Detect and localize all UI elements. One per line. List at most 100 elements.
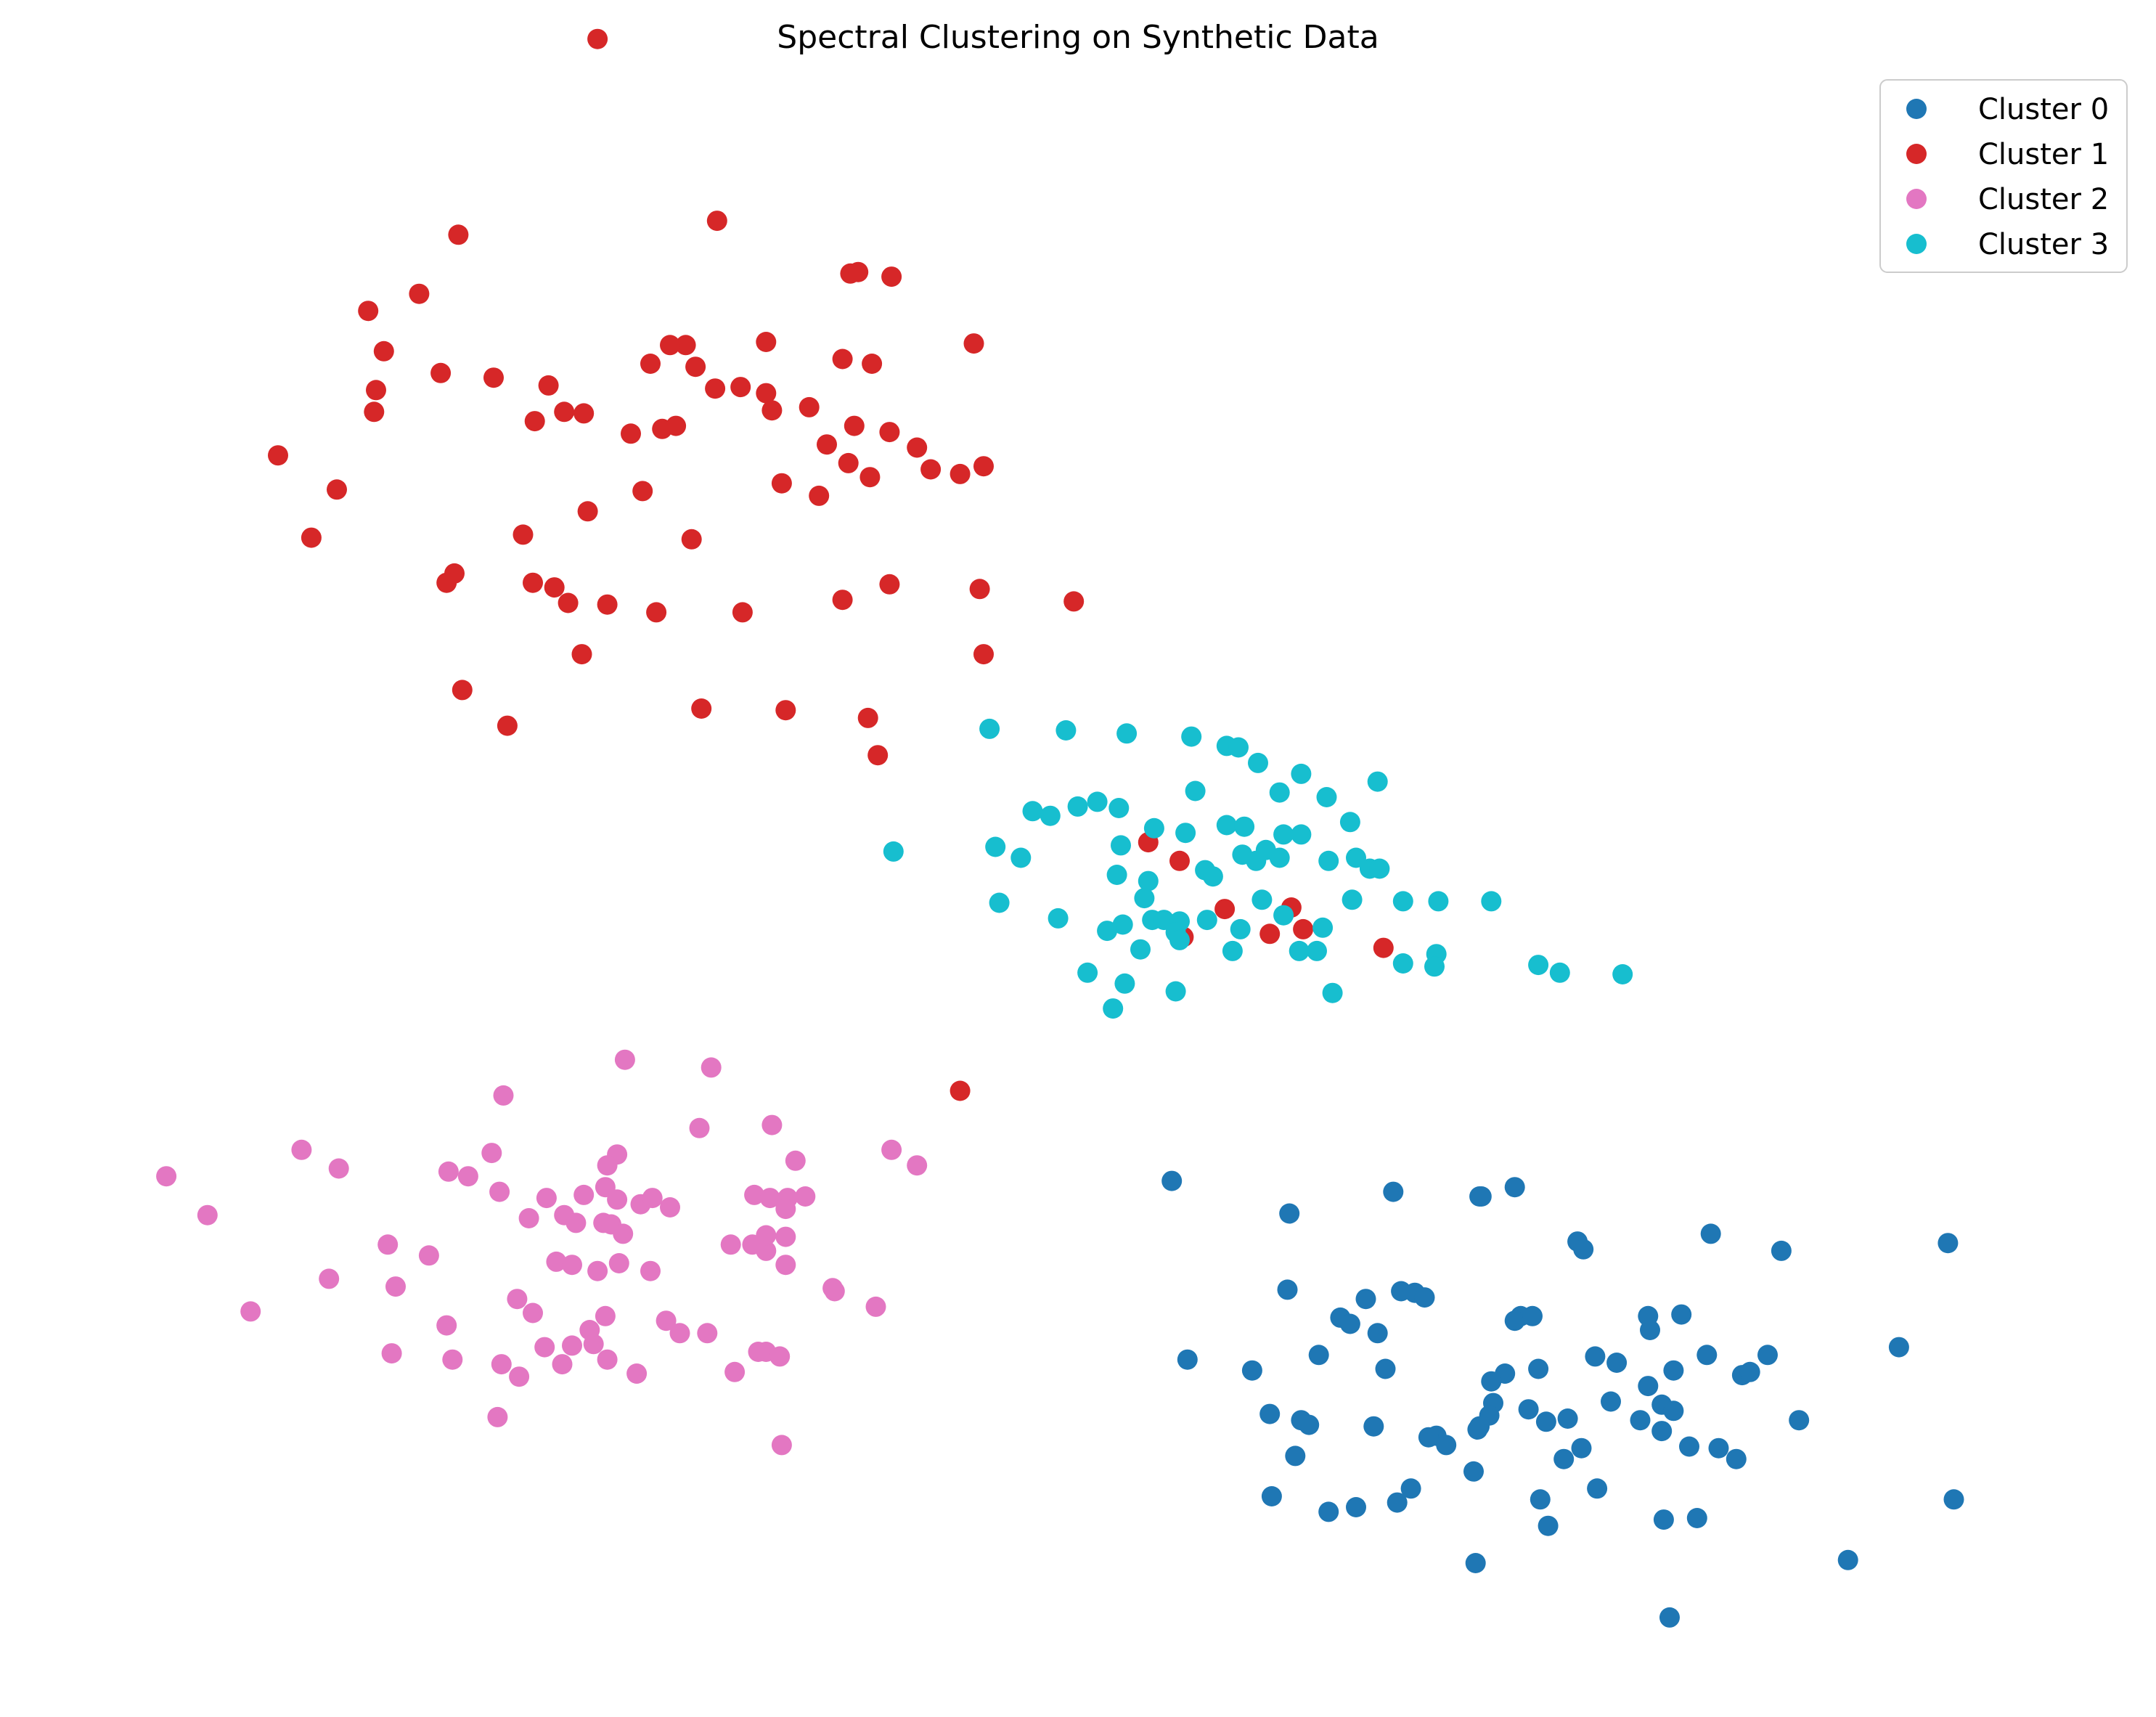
data-point	[1535, 1411, 1556, 1432]
data-point	[1418, 1427, 1439, 1448]
data-point	[1048, 908, 1069, 929]
data-point	[1651, 1421, 1673, 1442]
data-point	[867, 745, 889, 766]
data-point	[1671, 1304, 1692, 1325]
data-point	[240, 1301, 261, 1322]
data-point	[597, 594, 618, 615]
data-point	[1318, 1501, 1339, 1522]
data-point	[489, 1181, 510, 1202]
data-point	[1277, 1279, 1298, 1300]
data-point	[1106, 865, 1127, 885]
data-point	[1063, 591, 1085, 612]
data-point	[1251, 889, 1273, 910]
data-point	[1261, 1486, 1282, 1506]
legend-marker	[1906, 189, 1927, 209]
data-point	[373, 340, 394, 362]
data-point	[973, 456, 994, 477]
data-point	[771, 473, 792, 494]
data-point	[720, 1234, 741, 1255]
data-point	[1557, 1408, 1578, 1429]
data-point	[1169, 929, 1190, 950]
data-point	[775, 1199, 796, 1220]
data-point	[1273, 905, 1294, 926]
data-point	[771, 1435, 792, 1456]
data-point	[562, 1255, 582, 1276]
data-point	[775, 1226, 796, 1247]
data-point	[838, 452, 859, 473]
data-point	[565, 1212, 587, 1233]
data-point	[597, 1349, 618, 1370]
data-point	[1679, 1436, 1699, 1457]
data-point	[1392, 953, 1413, 974]
data-point	[1291, 824, 1312, 845]
data-point	[1522, 1305, 1543, 1326]
data-point	[518, 1208, 539, 1228]
data-point	[364, 401, 385, 423]
data-point	[1387, 1492, 1408, 1513]
data-point	[660, 335, 680, 356]
data-point	[327, 479, 347, 500]
data-point	[328, 1158, 349, 1179]
data-point	[985, 836, 1006, 857]
data-point	[1686, 1508, 1707, 1528]
data-point	[1010, 847, 1032, 868]
data-point	[1259, 1403, 1281, 1424]
data-point	[1312, 917, 1334, 938]
data-point	[756, 1240, 777, 1261]
data-point	[640, 354, 661, 374]
data-point	[418, 1245, 439, 1266]
data-point	[1342, 889, 1363, 910]
data-point	[1528, 1358, 1549, 1379]
data-point	[1606, 1353, 1628, 1373]
data-point	[1230, 918, 1251, 939]
data-point	[1097, 921, 1118, 942]
data-point	[989, 892, 1010, 913]
legend-label: Cluster 2	[1978, 183, 2109, 216]
data-point	[1077, 962, 1098, 983]
data-point	[1318, 850, 1339, 871]
data-point	[1630, 1410, 1651, 1431]
data-point	[1273, 824, 1294, 845]
data-point	[881, 1139, 902, 1160]
data-point	[452, 680, 473, 701]
data-point	[817, 434, 837, 455]
chart-legend: Cluster 0 Cluster 1 Cluster 2 Cluster 3	[1879, 79, 2128, 273]
data-point	[689, 1117, 710, 1138]
data-point	[1177, 1349, 1198, 1370]
data-point	[1138, 870, 1159, 892]
data-point	[1400, 1478, 1421, 1499]
data-point	[1087, 791, 1108, 812]
data-point	[1638, 1376, 1659, 1397]
data-point	[1111, 835, 1131, 856]
data-point	[1355, 1289, 1376, 1310]
data-point	[608, 1253, 629, 1273]
data-point	[436, 1315, 457, 1336]
data-point	[761, 400, 783, 421]
data-point	[1739, 1361, 1760, 1382]
data-point	[675, 335, 696, 356]
data-point	[879, 574, 900, 595]
data-point	[1346, 1497, 1366, 1517]
data-point	[595, 1305, 616, 1326]
data-point	[381, 1343, 402, 1364]
data-point	[809, 485, 830, 506]
data-point	[587, 28, 608, 49]
data-point	[1837, 1549, 1858, 1570]
data-point	[558, 592, 579, 613]
data-point	[1055, 720, 1077, 741]
data-point	[859, 467, 881, 488]
data-point	[756, 383, 777, 404]
data-point	[756, 1225, 777, 1246]
data-point	[1339, 812, 1360, 833]
data-point	[1383, 1181, 1404, 1202]
data-point	[497, 715, 518, 736]
data-point	[1259, 923, 1281, 945]
data-point	[614, 1049, 635, 1070]
data-point	[1601, 1391, 1621, 1412]
data-point	[1436, 1435, 1457, 1456]
data-point	[1479, 1405, 1500, 1426]
data-point	[1653, 1509, 1674, 1530]
data-point	[732, 602, 753, 623]
data-point	[1530, 1489, 1551, 1510]
